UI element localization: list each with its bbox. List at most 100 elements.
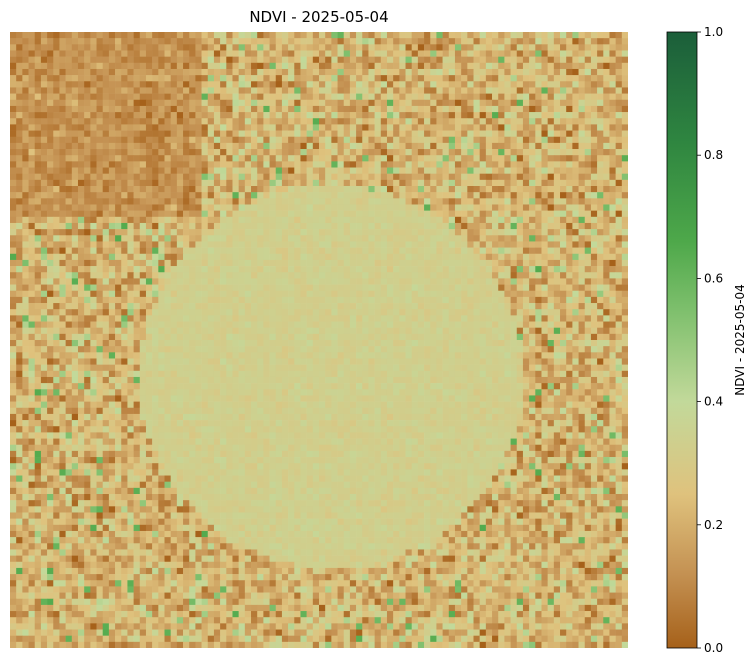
- heatmap-cell: [71, 50, 79, 57]
- heatmap-cell: [213, 192, 221, 199]
- heatmap-cell: [430, 222, 437, 230]
- heatmap-cell: [541, 68, 548, 76]
- heatmap-cell: [504, 124, 511, 131]
- heatmap-cell: [424, 32, 431, 39]
- heatmap-cell: [300, 247, 307, 255]
- heatmap-cell: [473, 130, 480, 138]
- heatmap-cell: [467, 229, 474, 236]
- heatmap-cell: [325, 333, 332, 341]
- heatmap-cell: [269, 303, 277, 310]
- heatmap-cell: [380, 44, 388, 51]
- heatmap-cell: [207, 222, 215, 230]
- heatmap-cell: [498, 124, 505, 131]
- heatmap-cell: [65, 87, 73, 94]
- heatmap-cell: [22, 44, 29, 51]
- heatmap-cell: [331, 192, 338, 199]
- heatmap-cell: [102, 149, 110, 156]
- heatmap-cell: [127, 303, 134, 310]
- heatmap-cell: [263, 87, 270, 94]
- heatmap-cell: [492, 278, 499, 285]
- heatmap-cell: [621, 198, 628, 205]
- heatmap-cell: [448, 284, 456, 292]
- heatmap-cell: [65, 161, 73, 168]
- heatmap-cell: [53, 321, 60, 328]
- heatmap-cell: [590, 44, 598, 51]
- heatmap-cell: [584, 266, 592, 273]
- heatmap-cell: [121, 149, 128, 156]
- heatmap-cell: [368, 50, 375, 57]
- heatmap-cell: [164, 124, 171, 131]
- heatmap-cell: [590, 198, 598, 205]
- heatmap-cell: [145, 210, 153, 218]
- heatmap-cell: [529, 235, 536, 242]
- heatmap-cell: [337, 303, 345, 310]
- heatmap-cell: [386, 204, 394, 211]
- heatmap-cell: [306, 253, 314, 261]
- heatmap-cell: [127, 315, 134, 322]
- heatmap-cell: [176, 81, 184, 88]
- heatmap-cell: [436, 142, 443, 150]
- heatmap-cell: [312, 222, 320, 230]
- heatmap-cell: [584, 81, 592, 88]
- heatmap-cell: [405, 93, 412, 101]
- heatmap-cell: [263, 75, 270, 82]
- heatmap-cell: [504, 272, 511, 279]
- heatmap-cell: [145, 130, 153, 138]
- heatmap-cell: [337, 198, 345, 205]
- heatmap-cell: [53, 38, 60, 45]
- heatmap-cell: [566, 278, 573, 285]
- heatmap-cell: [349, 118, 357, 125]
- heatmap-cell: [337, 136, 345, 144]
- heatmap-cell: [77, 321, 85, 328]
- heatmap-cell: [615, 235, 623, 242]
- heatmap-cell: [115, 130, 122, 138]
- heatmap-cell: [553, 290, 561, 298]
- heatmap-cell: [374, 87, 382, 94]
- heatmap-cell: [393, 321, 400, 328]
- heatmap-cell: [498, 210, 505, 218]
- heatmap-cell: [312, 284, 320, 292]
- heatmap-cell: [553, 56, 561, 64]
- heatmap-cell: [516, 62, 524, 70]
- heatmap-cell: [96, 198, 103, 205]
- heatmap-cell: [294, 272, 301, 279]
- heatmap-cell: [84, 50, 91, 57]
- heatmap-cell: [343, 75, 351, 82]
- heatmap-cell: [541, 198, 548, 205]
- heatmap-cell: [312, 118, 320, 125]
- heatmap-cell: [115, 173, 122, 181]
- heatmap-cell: [597, 303, 604, 310]
- heatmap-cell: [417, 204, 425, 211]
- heatmap-cell: [374, 179, 382, 187]
- heatmap-cell: [232, 149, 239, 156]
- heatmap-cell: [90, 81, 97, 88]
- heatmap-cell: [10, 222, 17, 230]
- heatmap-cell: [47, 266, 54, 273]
- heatmap-cell: [22, 327, 29, 335]
- heatmap-cell: [547, 68, 555, 76]
- heatmap-cell: [220, 142, 227, 150]
- heatmap-cell: [251, 229, 258, 236]
- heatmap-cell: [102, 50, 110, 57]
- heatmap-cell: [28, 210, 36, 218]
- heatmap-cell: [10, 266, 17, 273]
- heatmap-cell: [349, 259, 357, 267]
- heatmap-cell: [349, 68, 357, 76]
- heatmap-cell: [96, 93, 103, 101]
- heatmap-cell: [609, 87, 616, 94]
- heatmap-cell: [152, 315, 159, 322]
- heatmap-cell: [529, 118, 536, 125]
- heatmap-cell: [374, 327, 382, 335]
- heatmap-cell: [195, 333, 202, 341]
- heatmap-cell: [473, 155, 480, 162]
- heatmap-cell: [176, 56, 184, 64]
- heatmap-cell: [226, 192, 233, 199]
- heatmap-cell: [405, 44, 412, 51]
- heatmap-cell: [343, 161, 351, 168]
- heatmap-cell: [275, 38, 283, 45]
- heatmap-cell: [96, 62, 103, 70]
- heatmap-cell: [498, 136, 505, 144]
- heatmap-cell: [386, 309, 394, 316]
- heatmap-cell: [621, 56, 628, 64]
- heatmap-cell: [238, 62, 246, 70]
